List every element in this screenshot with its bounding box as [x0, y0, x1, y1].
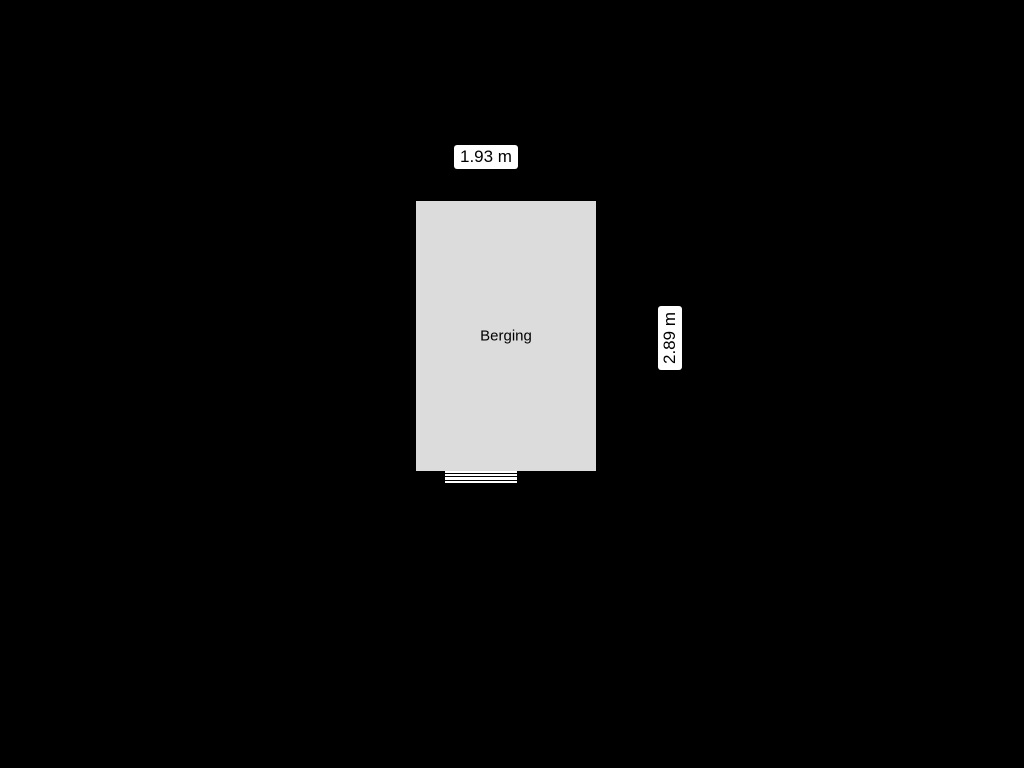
floorplan-canvas: Berging 1.93 m 2.89 m — [0, 0, 1024, 768]
dimension-height-label: 2.89 m — [658, 306, 682, 370]
door-threshold-line — [445, 473, 517, 474]
room-label: Berging — [480, 328, 532, 345]
room-berging: Berging — [413, 198, 599, 474]
door-threshold-line — [445, 476, 517, 477]
dimension-width-label: 1.93 m — [454, 145, 518, 169]
door-threshold-line — [445, 480, 517, 481]
